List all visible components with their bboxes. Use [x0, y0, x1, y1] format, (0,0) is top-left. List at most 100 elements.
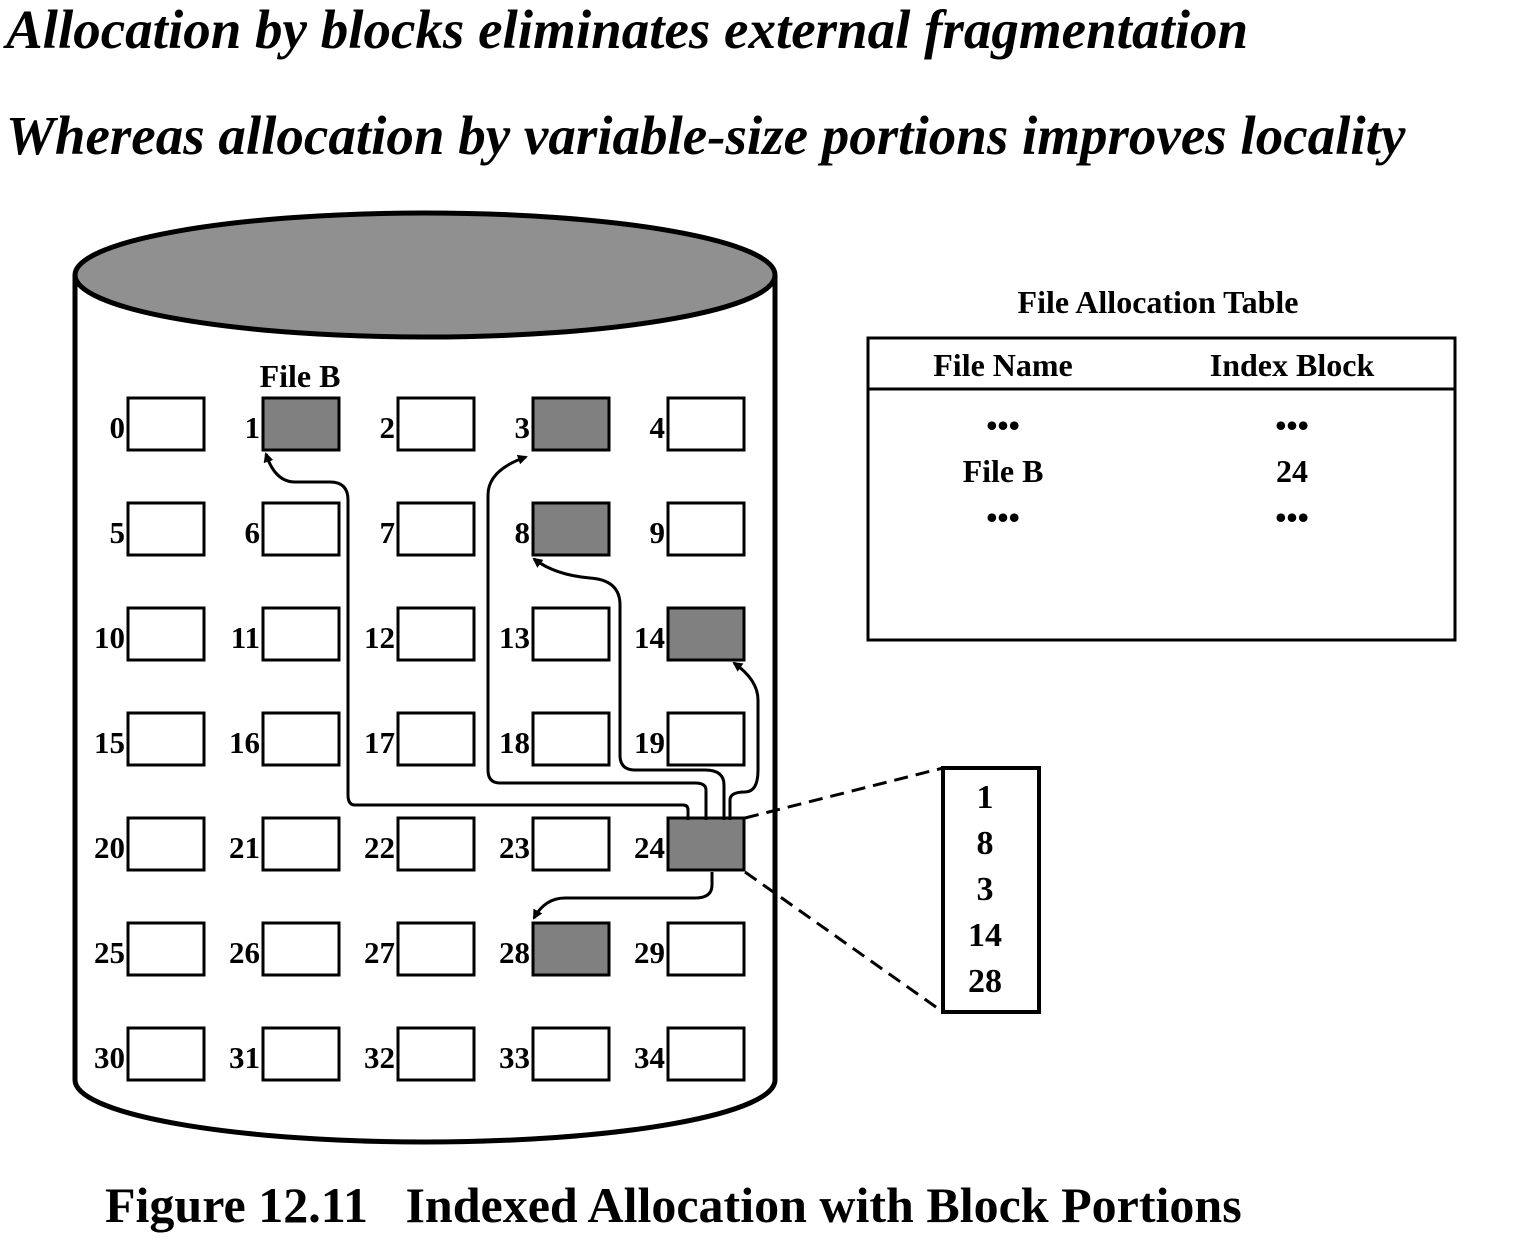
- fat-cell-file-name: •••: [986, 499, 1020, 535]
- disk-block-31: 31: [229, 1026, 341, 1082]
- pointer-to-block-8: [532, 557, 726, 820]
- free-block: [261, 606, 341, 662]
- fat-cell-index-block: •••: [1275, 499, 1309, 535]
- disk-block-24: 24: [634, 816, 746, 872]
- free-block: [126, 816, 206, 872]
- block-number: 5: [110, 515, 126, 550]
- disk-block-29: 29: [634, 921, 746, 977]
- block-number: 1: [245, 410, 261, 445]
- disk-block-32: 32: [364, 1026, 476, 1082]
- block-number: 11: [231, 620, 260, 655]
- disk-block-23: 23: [499, 816, 611, 872]
- disk-block-30: 30: [94, 1026, 206, 1082]
- block-number: 2: [380, 410, 396, 445]
- block-number: 24: [634, 830, 665, 865]
- zoom-line-bottom: [744, 870, 944, 1014]
- free-block: [126, 711, 206, 767]
- disk-block-25: 25: [94, 921, 206, 977]
- headline-2: Whereas allocation by variable-size port…: [6, 105, 1406, 166]
- block-number: 26: [229, 935, 260, 970]
- free-block: [126, 396, 206, 452]
- block-number: 8: [515, 515, 531, 550]
- block-number: 18: [499, 725, 530, 760]
- block-number: 34: [634, 1040, 665, 1075]
- fat-table: [866, 336, 1457, 642]
- index-entry: 14: [968, 917, 1002, 954]
- disk-block-10: 10: [94, 606, 206, 662]
- disk-block-34: 34: [634, 1026, 746, 1082]
- disk-block-14: 14: [634, 606, 746, 662]
- disk-block-15: 15: [94, 711, 206, 767]
- used-block: [666, 606, 746, 662]
- block-number: 15: [94, 725, 125, 760]
- free-block: [261, 501, 341, 557]
- used-block: [531, 501, 611, 557]
- block-number: 16: [229, 725, 260, 760]
- block-number: 30: [94, 1040, 125, 1075]
- free-block: [396, 396, 476, 452]
- pointer-to-block-3: [486, 454, 708, 820]
- free-block: [126, 501, 206, 557]
- free-block: [396, 711, 476, 767]
- block-number: 19: [634, 725, 665, 760]
- block-number: 22: [364, 830, 395, 865]
- block-number: 6: [245, 515, 261, 550]
- block-number: 4: [650, 410, 666, 445]
- disk-block-7: 7: [380, 501, 476, 557]
- index-block-entries: 1 8 3 14 28: [968, 779, 1002, 1000]
- free-block: [126, 1026, 206, 1082]
- pointer-to-block-14: [728, 661, 760, 820]
- used-block: [531, 921, 611, 977]
- free-block: [396, 606, 476, 662]
- disk-block-18: 18: [499, 711, 611, 767]
- index-entry: 3: [977, 871, 994, 908]
- disk-block-9: 9: [650, 501, 746, 557]
- disk-block-2: 2: [380, 396, 476, 452]
- block-number: 29: [634, 935, 665, 970]
- fat-cell-index-block: 24: [1276, 453, 1308, 489]
- disk-block-5: 5: [110, 501, 206, 557]
- pointer-to-block-28: [532, 872, 714, 920]
- disk-block-12: 12: [364, 606, 476, 662]
- block-number: 32: [364, 1040, 395, 1075]
- index-pointers: [263, 452, 760, 920]
- disk-block-1: 1: [245, 396, 341, 452]
- figure-caption: Figure 12.11 Indexed Allocation with Blo…: [105, 1177, 1242, 1233]
- disk-block-27: 27: [364, 921, 476, 977]
- block-number: 9: [650, 515, 666, 550]
- free-block: [396, 921, 476, 977]
- disk-block-4: 4: [650, 396, 746, 452]
- used-block: [666, 816, 746, 872]
- zoom-line-top: [744, 766, 944, 820]
- pointer-to-block-1: [263, 452, 690, 820]
- fat-header-index-block: Index Block: [1210, 347, 1375, 383]
- disk-block-8: 8: [515, 501, 611, 557]
- block-number: 13: [499, 620, 530, 655]
- free-block: [261, 816, 341, 872]
- index-entry: 1: [977, 779, 994, 816]
- fat-cell-index-block: •••: [1275, 407, 1309, 443]
- free-block: [531, 1026, 611, 1082]
- fat-title: File Allocation Table: [1018, 284, 1299, 320]
- headline-1: Allocation by blocks eliminates external…: [6, 0, 1249, 60]
- block-number: 7: [380, 515, 396, 550]
- used-block: [531, 396, 611, 452]
- free-block: [261, 1026, 341, 1082]
- block-number: 28: [499, 935, 530, 970]
- free-block: [666, 711, 746, 767]
- block-number: 3: [515, 410, 531, 445]
- disk-block-13: 13: [499, 606, 611, 662]
- free-block: [126, 606, 206, 662]
- file-b-label: File B: [260, 358, 341, 394]
- free-block: [666, 921, 746, 977]
- free-block: [261, 711, 341, 767]
- fat-header-file-name: File Name: [933, 347, 1073, 383]
- free-block: [666, 501, 746, 557]
- index-block-box: [941, 766, 1041, 1014]
- disk-block-3: 3: [515, 396, 611, 452]
- block-number: 10: [94, 620, 125, 655]
- index-entry: 8: [977, 825, 994, 862]
- disk-block-6: 6: [245, 501, 341, 557]
